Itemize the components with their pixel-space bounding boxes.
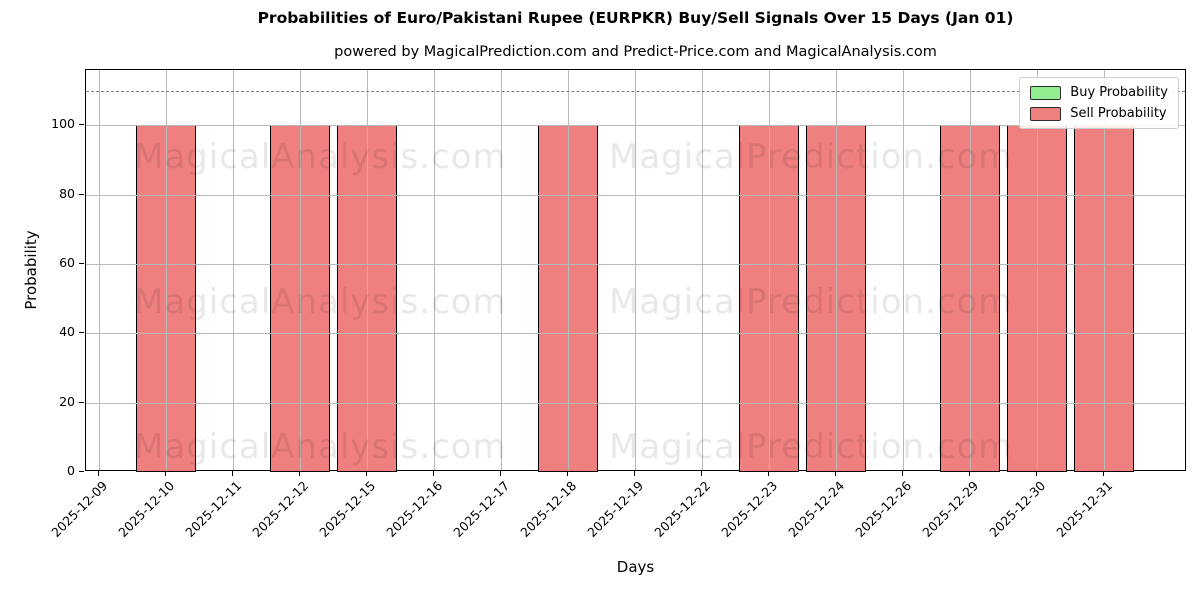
grid-line-v [300, 70, 301, 470]
x-tick-label: 2025-12-18 [517, 478, 580, 540]
x-tick-label: 2025-12-17 [450, 478, 513, 540]
watermark-text: MagicalAnalysis.com [134, 282, 507, 322]
grid-line-v [99, 70, 100, 470]
legend-label: Buy Probability [1070, 85, 1168, 100]
watermark-text: MagicalAnalysis.com [134, 137, 507, 177]
x-tick-label: 2025-12-12 [249, 478, 312, 540]
y-tick-label: 0 [67, 463, 75, 478]
legend-swatch [1030, 85, 1062, 100]
grid-line-v [702, 70, 703, 470]
x-tick-label: 2025-12-29 [919, 478, 982, 540]
x-tick-mark [500, 471, 501, 476]
y-tick-mark [79, 193, 84, 195]
y-tick-label: 40 [59, 324, 75, 340]
grid-line-v [1104, 70, 1105, 470]
legend-swatch [1030, 106, 1062, 121]
y-tick-mark [79, 332, 84, 334]
chart-title: Probabilities of Euro/Pakistani Rupee (E… [257, 9, 1014, 27]
x-tick-mark [701, 471, 702, 476]
y-tick-label: 60 [59, 255, 75, 271]
grid-line-v [434, 70, 435, 470]
watermark-text: MagicalPrediction.com [609, 427, 1013, 467]
x-tick-mark [1103, 471, 1104, 476]
x-tick-label: 2025-12-09 [48, 478, 111, 540]
x-tick-mark [768, 471, 769, 476]
x-tick-mark [433, 471, 434, 476]
grid-line-v [635, 70, 636, 470]
x-tick-mark [902, 471, 903, 476]
x-tick-mark [969, 471, 970, 476]
grid-line-v [367, 70, 368, 470]
y-tick-mark [79, 471, 84, 472]
y-tick-mark [79, 124, 84, 126]
x-tick-mark [567, 471, 568, 476]
x-tick-label: 2025-12-15 [316, 478, 379, 540]
x-tick-label: 2025-12-24 [785, 478, 848, 540]
x-axis-label: Days [616, 558, 655, 576]
x-tick-mark [634, 471, 635, 476]
legend-item: Sell Probability [1030, 106, 1168, 121]
legend-item: Buy Probability [1030, 85, 1168, 100]
plot-area: Buy Probability Sell Probability MagicalA… [85, 69, 1186, 472]
grid-line-v [1037, 70, 1038, 470]
y-tick-label: 20 [59, 393, 75, 409]
grid-line-v [903, 70, 904, 470]
x-tick-mark [835, 471, 836, 476]
x-tick-label: 2025-12-10 [115, 478, 178, 540]
y-tick-mark [79, 263, 84, 265]
chart-subtitle: powered by MagicalPrediction.com and Pre… [334, 44, 937, 60]
grid-line-v [970, 70, 971, 470]
grid-line-v [836, 70, 837, 470]
y-tick-mark [79, 401, 84, 403]
legend: Buy Probability Sell Probability [1019, 77, 1179, 129]
grid-line-v [769, 70, 770, 470]
grid-line-v [166, 70, 167, 470]
x-tick-label: 2025-12-19 [584, 478, 647, 540]
x-tick-mark [98, 471, 99, 476]
x-tick-label: 2025-12-22 [651, 478, 714, 540]
x-tick-label: 2025-12-26 [852, 478, 915, 540]
grid-line-v [233, 70, 234, 470]
x-tick-label: 2025-12-23 [718, 478, 781, 540]
watermark-text: MagicalAnalysis.com [134, 427, 507, 467]
x-tick-label: 2025-12-30 [986, 478, 1049, 540]
x-tick-label: 2025-12-31 [1053, 478, 1116, 540]
x-tick-mark [232, 471, 233, 476]
grid-line-v [568, 70, 569, 470]
watermark-text: MagicalPrediction.com [609, 282, 1013, 322]
dashed-threshold-line [86, 90, 1185, 92]
x-tick-label: 2025-12-16 [383, 478, 446, 540]
watermark-text: MagicalPrediction.com [609, 137, 1013, 177]
y-tick-label: 100 [51, 116, 75, 132]
grid-line-v [501, 70, 502, 470]
legend-label: Sell Probability [1070, 106, 1167, 121]
x-tick-mark [299, 471, 300, 476]
x-tick-mark [165, 471, 166, 476]
y-tick-label: 80 [59, 185, 75, 201]
x-tick-mark [366, 471, 367, 476]
x-tick-mark [1036, 471, 1037, 476]
x-tick-label: 2025-12-11 [182, 478, 245, 540]
